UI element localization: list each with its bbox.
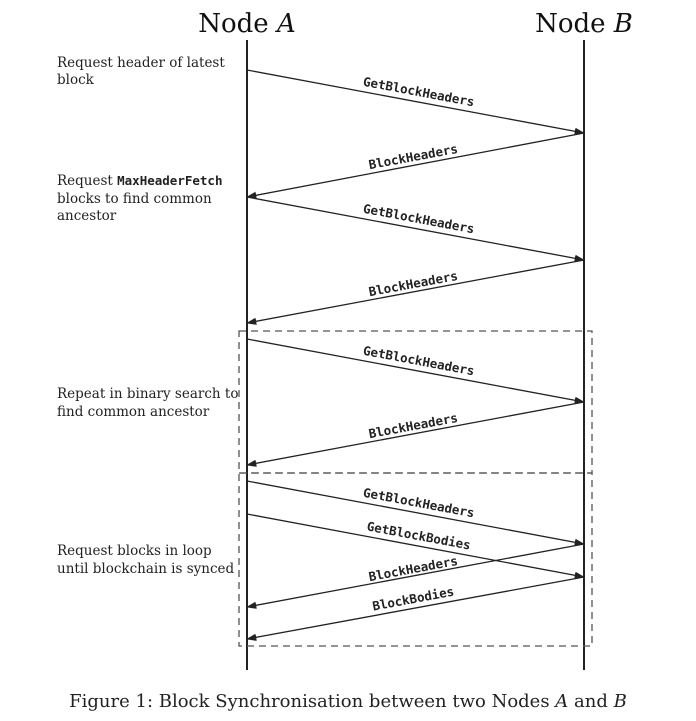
message-arrow-3 [246,196,586,262]
message-arrow-7 [246,480,586,546]
binary-search-frame [238,330,593,474]
note-binary-search: Repeat in binary search to find common a… [57,386,243,420]
message-arrow-1 [246,69,586,135]
note-latest-header: Request header of latest block [57,55,229,88]
message-arrow-8 [246,513,586,579]
message-arrow-2 [245,132,585,199]
message-label-3: GetBlockHeaders [362,201,476,237]
message-arrow-9 [245,543,585,609]
node-a-title: Node A [198,9,295,39]
message-label-6: BlockHeaders [367,410,459,441]
message-label-5: GetBlockHeaders [362,343,476,379]
message-arrow-10 [245,576,585,641]
message-label-8: GetBlockBodies [366,519,472,553]
message-arrow-4 [245,259,585,325]
message-label-2: BlockHeaders [367,141,459,172]
sync-loop-frame [238,472,593,647]
message-label-1: GetBlockHeaders [362,74,476,110]
message-label-9: BlockHeaders [367,553,459,584]
note-sync-loop: Request blocks in loop until blockchain … [57,543,235,577]
message-label-4: BlockHeaders [367,268,459,299]
message-arrow-5 [246,338,586,404]
figure-caption: Figure 1: Block Synchronisation between … [69,691,627,712]
node-b-title: Node B [535,9,633,39]
note-max-header-fetch: Request MaxHeaderFetch blocks to find co… [57,173,227,224]
message-label-7: GetBlockHeaders [362,485,476,521]
message-arrow-6 [245,401,585,467]
